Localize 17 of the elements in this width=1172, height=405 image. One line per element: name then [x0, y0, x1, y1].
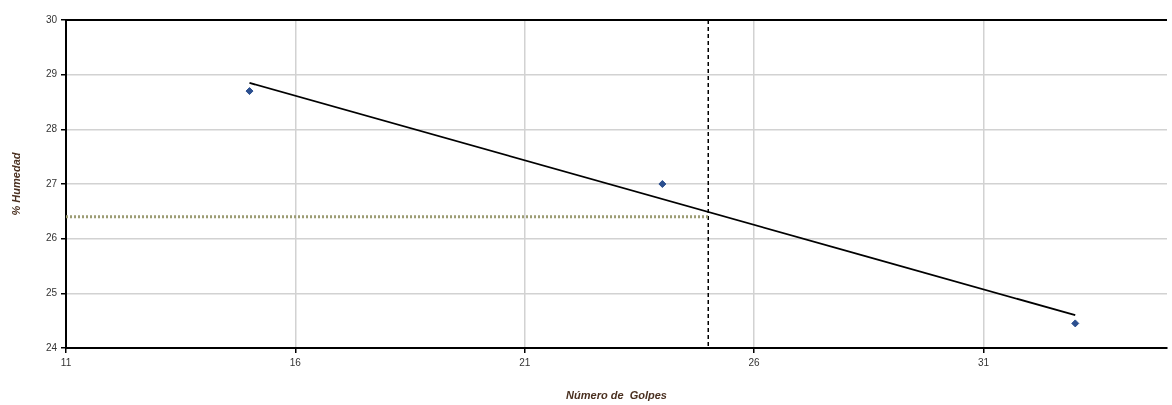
x-tick-label: 26: [748, 356, 761, 368]
y-tick-label: 30: [45, 13, 58, 25]
x-tick-label: 31: [977, 356, 990, 368]
x-tick-label: 21: [519, 356, 531, 368]
y-tick-label: 27: [45, 177, 58, 189]
y-tick-label: 25: [45, 287, 58, 299]
point: [245, 87, 254, 96]
y-tick-label: 26: [45, 232, 58, 244]
point: [658, 180, 667, 188]
x-tick-label: 16: [289, 356, 302, 368]
x-axis-title: Número de Golpes: [566, 389, 667, 402]
x-tick-label: 11: [60, 356, 72, 368]
y-tick-label: 28: [45, 123, 58, 135]
point: [1071, 319, 1080, 328]
y-tick-label: 29: [45, 68, 58, 80]
y-tick-label: 24: [45, 341, 58, 353]
y-axis-title: % Humedad: [9, 152, 22, 216]
